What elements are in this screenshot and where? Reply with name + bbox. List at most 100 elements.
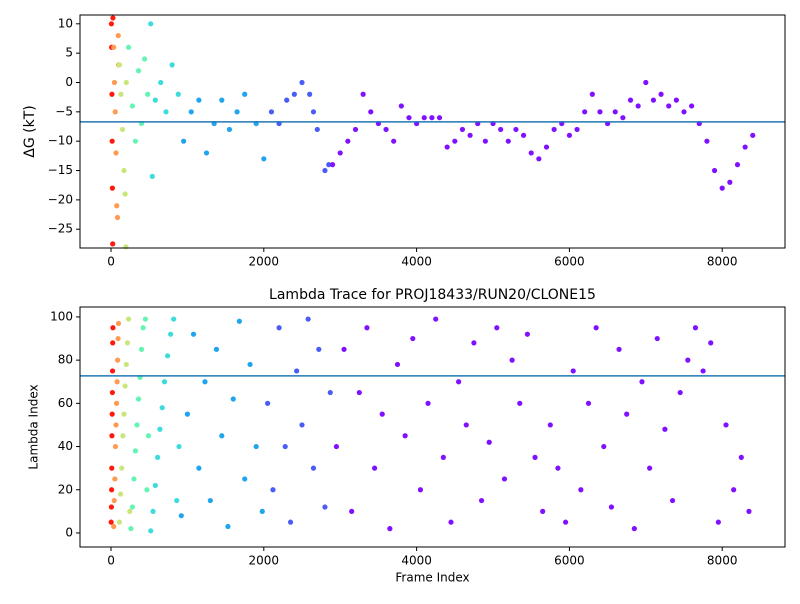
point: [142, 316, 148, 322]
point: [654, 335, 660, 342]
point: [213, 346, 220, 352]
point: [259, 508, 265, 514]
point: [352, 126, 359, 133]
point: [463, 422, 469, 428]
point: [673, 97, 679, 103]
point: [410, 335, 416, 342]
point: [135, 396, 142, 402]
point: [692, 325, 699, 331]
point: [174, 497, 180, 504]
point: [494, 325, 500, 331]
point: [113, 400, 120, 406]
point: [119, 465, 125, 471]
point: [316, 346, 322, 352]
x-tick-label: 8000: [707, 255, 738, 269]
point: [582, 109, 588, 115]
point: [444, 144, 450, 150]
point: [176, 443, 182, 450]
point: [164, 353, 171, 359]
point: [727, 179, 733, 185]
point: [326, 162, 332, 168]
point: [517, 400, 523, 406]
point: [253, 443, 259, 450]
point: [742, 144, 748, 150]
y-tick-label: −10: [48, 134, 73, 148]
point: [175, 91, 181, 97]
point: [145, 91, 151, 97]
point: [639, 379, 645, 385]
point: [125, 316, 132, 322]
point: [723, 422, 729, 428]
y-tick-label: 10: [58, 16, 73, 30]
point: [109, 138, 115, 144]
point: [190, 331, 197, 337]
point: [436, 115, 443, 121]
point: [505, 138, 511, 144]
x-tick-label: 0: [107, 255, 115, 269]
point: [115, 320, 122, 327]
point: [169, 62, 175, 68]
point: [349, 508, 355, 514]
point: [345, 138, 351, 144]
point: [122, 191, 128, 197]
point: [624, 411, 630, 417]
point: [731, 487, 737, 493]
x-tick-label: 4000: [401, 554, 432, 568]
point: [132, 138, 139, 144]
point: [360, 91, 366, 97]
point: [307, 91, 313, 97]
point: [202, 379, 208, 385]
point: [532, 454, 538, 460]
point: [658, 91, 664, 97]
point: [261, 156, 267, 162]
point: [110, 325, 116, 331]
point: [113, 150, 119, 156]
y-tick-label: 100: [50, 309, 73, 323]
x-tick-label: 2000: [249, 554, 280, 568]
point: [467, 132, 473, 138]
axes-frame: [79, 306, 786, 548]
point: [459, 126, 466, 133]
point: [387, 526, 393, 532]
y-axis-label: Lambda Index: [27, 384, 41, 469]
point: [570, 368, 576, 374]
point: [364, 325, 370, 331]
point: [333, 443, 339, 450]
point: [111, 79, 118, 86]
point: [109, 368, 116, 374]
point: [734, 162, 741, 168]
point: [115, 32, 121, 39]
y-tick-label: 20: [58, 482, 73, 496]
point: [236, 318, 242, 324]
point: [631, 526, 637, 532]
point: [121, 167, 127, 174]
point: [524, 331, 530, 337]
point: [129, 504, 136, 510]
point: [234, 109, 240, 115]
y-tick-label: 0: [65, 525, 73, 539]
point: [440, 454, 446, 460]
x-tick-label: 8000: [707, 554, 738, 568]
point: [168, 331, 174, 337]
point: [110, 15, 116, 21]
point: [608, 504, 615, 510]
point: [738, 454, 744, 460]
point: [513, 126, 519, 133]
point: [268, 109, 275, 115]
point: [178, 513, 184, 519]
point: [110, 241, 116, 247]
point: [620, 115, 626, 121]
point: [120, 433, 126, 439]
point: [677, 389, 683, 396]
y-tick-label: −15: [48, 163, 73, 177]
point: [196, 465, 202, 471]
point: [109, 91, 115, 97]
point: [452, 138, 458, 144]
point: [284, 97, 290, 103]
point: [425, 400, 431, 406]
point: [327, 389, 333, 396]
point: [305, 316, 311, 322]
point: [314, 126, 320, 133]
point: [391, 138, 397, 144]
point: [482, 138, 488, 144]
